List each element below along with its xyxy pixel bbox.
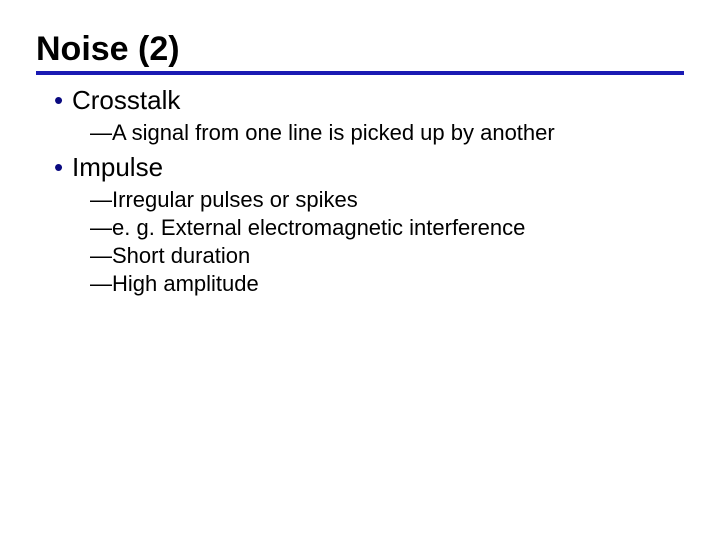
level2-label: A signal from one line is picked up by a… <box>112 120 555 146</box>
level2-label: e. g. External electromagnetic interfere… <box>112 215 525 241</box>
level2-row: —A signal from one line is picked up by … <box>90 120 684 146</box>
title-underline: Noise (2) <box>36 30 684 75</box>
level1-row: •Impulse <box>54 152 684 183</box>
level1-row: •Crosstalk <box>54 85 684 116</box>
bullet-list-level2: —A signal from one line is picked up by … <box>54 120 684 146</box>
em-dash-icon: — <box>90 271 112 297</box>
list-item: —Short duration <box>90 243 684 269</box>
bullet-dot-icon: • <box>54 85 72 116</box>
list-item: —Irregular pulses or spikes <box>90 187 684 213</box>
em-dash-icon: — <box>90 215 112 241</box>
level2-label: High amplitude <box>112 271 259 297</box>
level2-row: —Irregular pulses or spikes <box>90 187 684 213</box>
level1-label: Crosstalk <box>72 85 180 116</box>
list-item: —High amplitude <box>90 271 684 297</box>
bullet-list-level1: •Crosstalk—A signal from one line is pic… <box>36 85 684 297</box>
slide-title: Noise (2) <box>36 30 684 71</box>
level2-row: —High amplitude <box>90 271 684 297</box>
list-item: •Crosstalk —A signal from one line is pic… <box>54 85 684 146</box>
bullet-list-level2: —Irregular pulses or spikes—e. g. Extern… <box>54 187 684 297</box>
list-item: —A signal from one line is picked up by … <box>90 120 684 146</box>
level2-row: —Short duration <box>90 243 684 269</box>
slide: Noise (2) •Crosstalk—A signal from one l… <box>0 0 720 540</box>
list-item: •Impulse—Irregular pulses or spikes—e. g… <box>54 152 684 297</box>
level2-label: Irregular pulses or spikes <box>112 187 358 213</box>
level2-row: —e. g. External electromagnetic interfer… <box>90 215 684 241</box>
em-dash-icon: — <box>90 243 112 269</box>
bullet-dot-icon: • <box>54 152 72 183</box>
level2-label: Short duration <box>112 243 250 269</box>
em-dash-icon: — <box>90 120 112 146</box>
em-dash-icon: — <box>90 187 112 213</box>
list-item: —e. g. External electromagnetic interfer… <box>90 215 684 241</box>
level1-label: Impulse <box>72 152 163 183</box>
